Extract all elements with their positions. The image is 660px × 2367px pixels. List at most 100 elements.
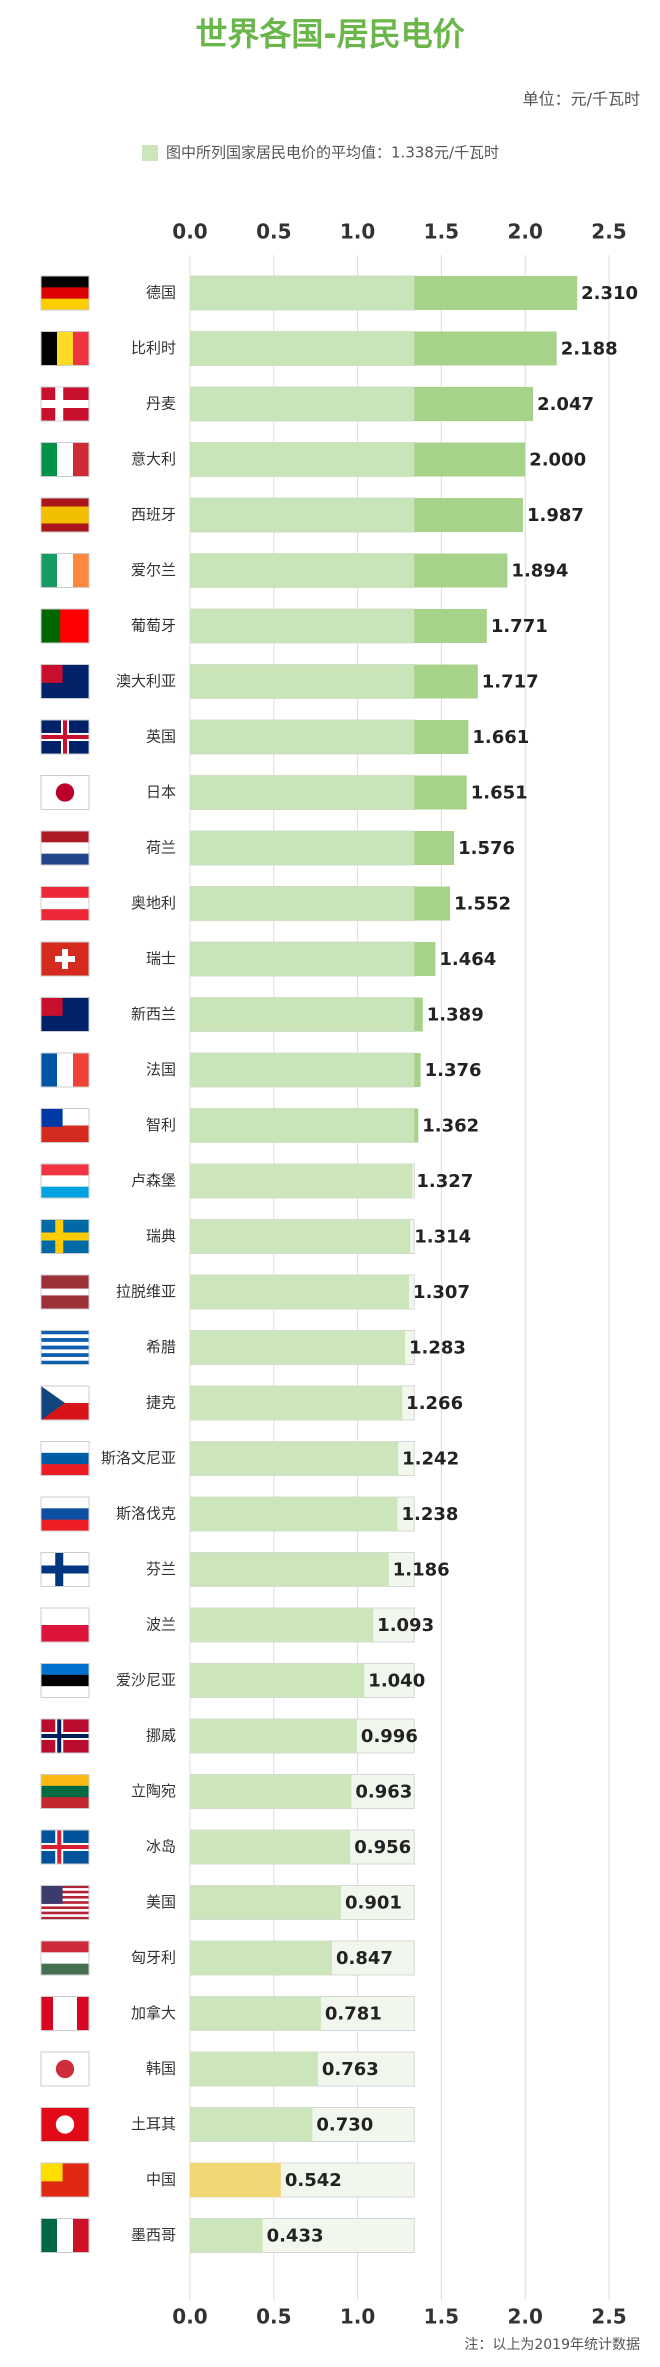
flag-part xyxy=(41,853,89,866)
flag-border xyxy=(40,2107,90,2142)
flag-part xyxy=(55,2115,75,2134)
flag-part xyxy=(41,1338,89,1343)
flag-part xyxy=(41,1885,89,1889)
flag xyxy=(40,775,90,810)
average-overlay xyxy=(190,942,415,976)
flag-part xyxy=(41,1497,89,1509)
category-label: 意大利 xyxy=(131,450,176,468)
flag-part xyxy=(41,1053,58,1087)
flag-part xyxy=(41,886,89,899)
bar xyxy=(190,831,455,865)
flag-part xyxy=(41,1608,89,1626)
flag-part xyxy=(41,1356,89,1362)
flag-part xyxy=(77,1996,90,2031)
flag-part xyxy=(73,553,90,588)
flag-part xyxy=(41,1914,89,1918)
bar xyxy=(190,1885,342,1920)
category-label: 波兰 xyxy=(146,1616,176,1634)
flag-part xyxy=(41,331,58,366)
flag xyxy=(40,1108,90,1143)
flag-part xyxy=(73,1053,90,1087)
value-label: 1.186 xyxy=(393,1560,450,1581)
flag-border xyxy=(40,1496,90,1532)
flag-part xyxy=(41,1232,89,1241)
value-label: 2.310 xyxy=(581,283,638,304)
bar xyxy=(190,664,478,699)
x-tick-label: 2.0 xyxy=(507,220,542,244)
flag-part xyxy=(41,553,58,588)
flag xyxy=(40,386,90,422)
flag-part xyxy=(57,553,74,588)
category-label: 挪威 xyxy=(146,1727,176,1745)
flag-border xyxy=(40,1774,90,1809)
bar xyxy=(190,1996,321,2031)
flag xyxy=(40,608,90,644)
flag xyxy=(40,1774,90,1809)
x-tick-label: 0.5 xyxy=(256,2305,291,2329)
category-label: 西班牙 xyxy=(131,506,176,524)
bar xyxy=(190,1663,365,1698)
flag-part xyxy=(41,1125,89,1143)
flag-border xyxy=(40,1607,90,1643)
flag-part xyxy=(41,515,89,524)
flag-part xyxy=(41,1686,89,1698)
value-label: 1.093 xyxy=(377,1615,434,1636)
average-overlay xyxy=(190,498,415,532)
flag-part xyxy=(41,1302,89,1310)
value-label: 0.963 xyxy=(355,1782,412,1803)
flag-part xyxy=(41,897,89,910)
flag xyxy=(40,553,90,588)
flag-border xyxy=(40,775,90,810)
flag-part xyxy=(41,1909,89,1912)
category-label: 葡萄牙 xyxy=(131,617,176,635)
bar xyxy=(190,1275,410,1309)
x-tick-label: 2.5 xyxy=(591,2305,626,2329)
flag-part xyxy=(41,1288,89,1296)
x-tick-label: 0.0 xyxy=(172,220,207,244)
flag xyxy=(40,1441,90,1476)
flag-part xyxy=(41,1175,89,1187)
flag-part xyxy=(41,1334,89,1339)
flag-part xyxy=(41,1360,89,1365)
flag-part xyxy=(41,1452,89,1465)
flag-part xyxy=(73,442,90,477)
value-label: 2.000 xyxy=(529,450,586,471)
flag-part xyxy=(73,2218,90,2253)
flag xyxy=(40,1330,90,1365)
flag-border xyxy=(40,497,90,533)
flag-part xyxy=(73,331,90,366)
flag-part xyxy=(41,1890,89,1894)
flag-part xyxy=(55,956,75,962)
flag-border xyxy=(40,1663,90,1698)
flag xyxy=(40,719,90,755)
value-label: 1.283 xyxy=(409,1338,466,1359)
bar xyxy=(190,2218,263,2253)
flag-part xyxy=(41,1797,89,1809)
category-label: 墨西哥 xyxy=(131,2226,176,2244)
category-label: 希腊 xyxy=(146,1338,176,1356)
value-label: 0.730 xyxy=(316,2115,373,2136)
flag xyxy=(40,1663,90,1698)
bar xyxy=(190,2107,313,2142)
flag xyxy=(40,1052,90,1088)
value-label: 2.047 xyxy=(537,394,594,415)
flag-part xyxy=(41,1353,89,1358)
flag-border xyxy=(40,1052,90,1088)
bar xyxy=(190,2052,318,2086)
value-label: 1.314 xyxy=(414,1227,471,1248)
x-tick-label: 0.5 xyxy=(256,220,291,244)
flag-border xyxy=(40,386,90,422)
bar xyxy=(190,553,508,588)
value-label: 1.661 xyxy=(472,727,529,748)
category-label: 立陶宛 xyxy=(131,1782,176,1800)
value-label: 1.266 xyxy=(406,1393,463,1414)
x-tick-label: 1.5 xyxy=(424,2305,459,2329)
flag-part xyxy=(41,1911,89,1915)
flag xyxy=(40,1552,90,1587)
value-label: 1.242 xyxy=(402,1449,459,1470)
flag-border xyxy=(40,1163,90,1199)
flag-border xyxy=(40,608,90,644)
bar xyxy=(190,387,534,421)
flag-part xyxy=(41,1774,89,1787)
